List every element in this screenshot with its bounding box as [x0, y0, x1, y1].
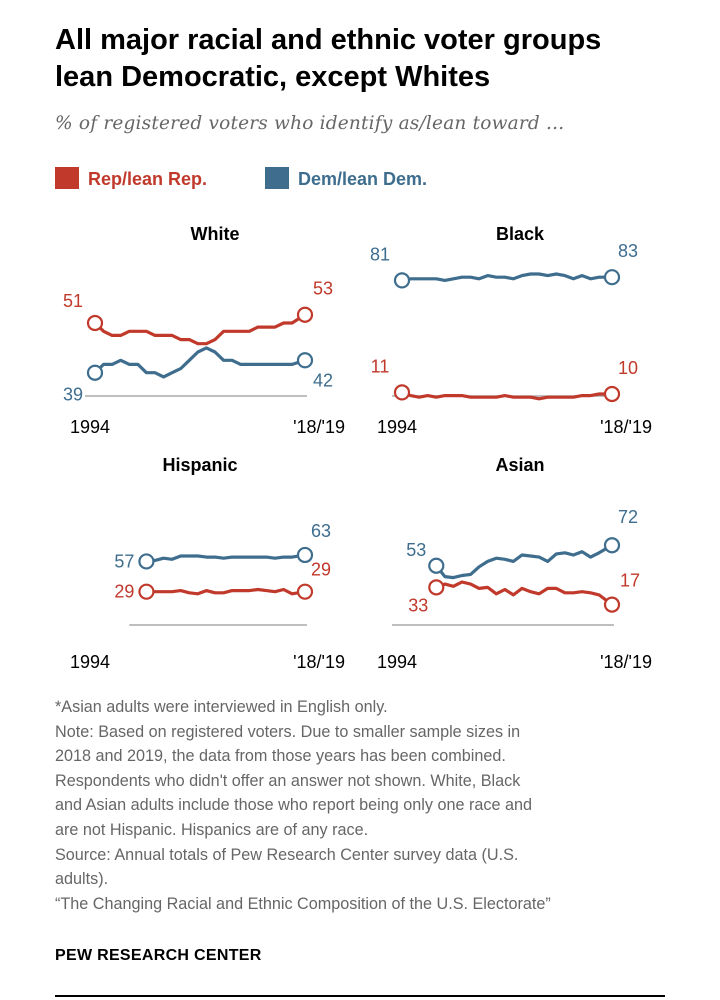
- end-point-hispanic-dem: [296, 546, 314, 564]
- start-value-label-hispanic-rep: 29: [114, 582, 134, 602]
- series-line-hispanic-rep: [144, 587, 307, 596]
- chart-title: All major racial and ethnic voter groups…: [55, 22, 695, 96]
- note-line: Note: Based on registered voters. Due to…: [55, 722, 521, 741]
- panel-white: White 1994 '18/'19 51 53 39 42: [63, 224, 345, 437]
- start-value-label-black-rep: 11: [371, 356, 390, 376]
- x-tick-label-start-hispanic: 1994: [70, 652, 110, 672]
- end-point-asian-rep: [603, 596, 621, 613]
- end-value-label-black-dem: 83: [618, 241, 638, 261]
- source-line: adults).: [55, 870, 109, 889]
- legend-item-rep: Rep/lean Rep.: [55, 166, 207, 192]
- start-value-label-white-dem: 39: [63, 385, 83, 405]
- x-tick-label-end-white: '18/'19: [293, 417, 345, 437]
- start-point-white-rep: [86, 314, 104, 332]
- start-point-black-dem: [393, 272, 411, 289]
- series-line-asian-dem: [434, 543, 614, 580]
- x-tick-label-start-white: 1994: [70, 417, 110, 437]
- legend-swatch-rep: [55, 167, 79, 189]
- report-title: “The Changing Racial and Ethnic Composit…: [55, 894, 551, 913]
- panel-title-black: Black: [496, 224, 545, 244]
- panel-hispanic: Hispanic 1994 '18/'19 29 29 57 63: [70, 455, 345, 672]
- start-value-label-black-dem: 81: [370, 244, 390, 264]
- end-point-hispanic-rep: [296, 583, 314, 600]
- start-value-label-hispanic-dem: 57: [114, 551, 134, 571]
- end-value-label-asian-rep: 17: [620, 571, 640, 591]
- series-line-asian-rep: [434, 580, 614, 607]
- note-line: are not Hispanic. Hispanics are of any r…: [55, 820, 369, 839]
- legend-label-rep: Rep/lean Rep.: [88, 169, 208, 189]
- start-point-asian-dem: [428, 557, 445, 574]
- series-line-white-rep: [93, 313, 307, 346]
- panel-black: Black 1994 '18/'19 11 10 81 83: [370, 224, 652, 437]
- start-point-hispanic-dem: [138, 553, 155, 570]
- panel-title-asian: Asian: [495, 455, 544, 475]
- end-value-label-black-rep: 10: [618, 358, 638, 378]
- bottom-rule: [55, 995, 665, 997]
- panel-title-hispanic: Hispanic: [162, 455, 237, 475]
- series-line-white-dem: [93, 346, 307, 379]
- x-tick-label-end-asian: '18/'19: [600, 652, 652, 672]
- start-point-hispanic-rep: [138, 583, 155, 600]
- x-tick-label-start-asian: 1994: [377, 652, 417, 672]
- note-line: and Asian adults include those who repor…: [55, 796, 532, 815]
- end-point-white-dem: [296, 352, 314, 369]
- start-point-black-rep: [393, 384, 411, 401]
- panel-asian: Asian 1994 '18/'19 33 17 53 72: [377, 455, 652, 672]
- note-line: Respondents who didn't offer an answer n…: [55, 771, 521, 790]
- start-point-white-dem: [86, 364, 104, 381]
- panel-title-white: White: [191, 224, 240, 244]
- end-point-black-rep: [603, 385, 621, 403]
- source-line: Source: Annual totals of Pew Research Ce…: [55, 845, 519, 864]
- small-multiples-chart: White 1994 '18/'19 51 53 39 42 Black 1994 '18/'19…: [55, 215, 665, 675]
- start-value-label-asian-rep: 33: [408, 595, 428, 615]
- chart-subtitle: % of registered voters who identify as/l…: [55, 113, 565, 134]
- legend-item-dem: Dem/lean Dem.: [265, 166, 427, 192]
- x-tick-label-end-black: '18/'19: [600, 417, 652, 437]
- title-line-2: lean Democratic, except Whites: [55, 61, 491, 93]
- start-value-label-asian-dem: 53: [406, 540, 426, 560]
- series-line-black-rep: [400, 390, 614, 401]
- end-point-black-dem: [603, 269, 621, 286]
- end-point-asian-dem: [603, 537, 621, 554]
- end-value-label-white-rep: 53: [313, 279, 333, 299]
- legend-label-dem: Dem/lean Dem.: [298, 169, 428, 189]
- series-line-hispanic-dem: [144, 553, 307, 563]
- legend-swatch-dem: [265, 167, 289, 189]
- note-line: 2018 and 2019, the data from those years…: [55, 747, 506, 766]
- chart-svg: White 1994 '18/'19 51 53 39 42 Black 1994 '18/'19…: [63, 224, 652, 672]
- title-line-1: All major racial and ethnic voter groups: [55, 24, 602, 56]
- footnotes: *Asian adults were interviewed in Englis…: [55, 695, 685, 916]
- end-value-label-asian-dem: 72: [618, 507, 638, 527]
- end-value-label-hispanic-dem: 63: [311, 521, 331, 541]
- x-tick-label-start-black: 1994: [377, 417, 417, 437]
- start-value-label-white-rep: 51: [63, 291, 83, 311]
- end-value-label-hispanic-rep: 29: [311, 560, 331, 580]
- brand-logo-text: PEW RESEARCH CENTER: [55, 947, 262, 964]
- start-point-asian-rep: [428, 579, 445, 596]
- x-tick-label-end-hispanic: '18/'19: [293, 652, 345, 672]
- end-value-label-white-dem: 42: [313, 370, 333, 390]
- footnote-asian: *Asian adults were interviewed in Englis…: [55, 698, 388, 716]
- end-point-white-rep: [296, 306, 314, 323]
- series-line-black-dem: [400, 272, 614, 283]
